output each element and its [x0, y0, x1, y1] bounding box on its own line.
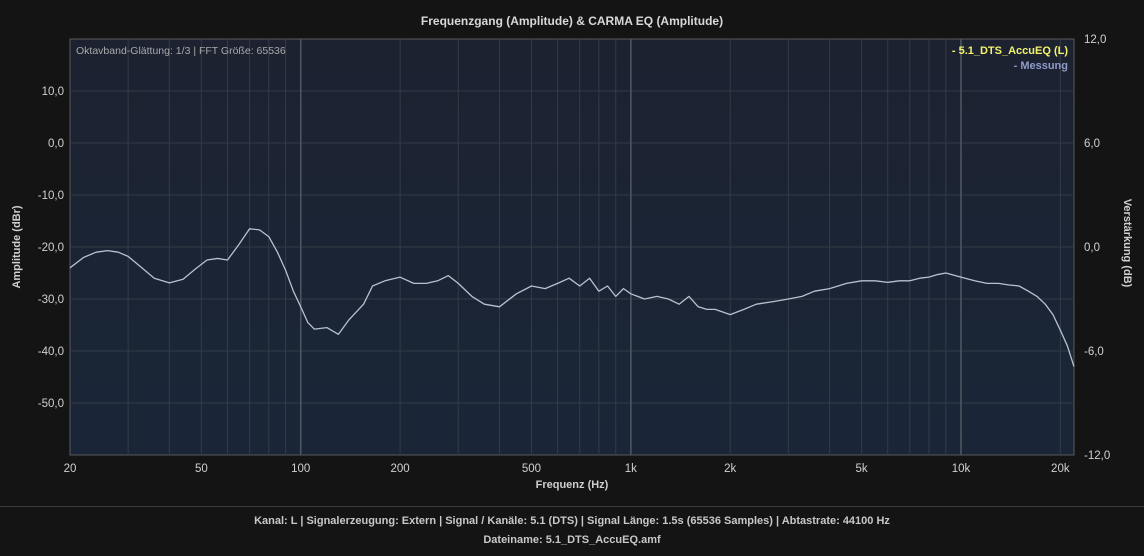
- x-tick-label: 100: [291, 463, 310, 475]
- x-tick-label: 20k: [1051, 463, 1070, 475]
- x-tick-label: 2k: [724, 463, 736, 475]
- legend-entry-messung: - Messung: [1014, 60, 1068, 72]
- y2-tick-label: -12,0: [1084, 450, 1110, 462]
- y-tick-label: -40,0: [38, 346, 64, 358]
- y-tick-label: -20,0: [38, 242, 64, 254]
- frequency-response-chart: 20 50 100 200 500 1k 2k 5k 10k 20k 10,0 0,0 -10,0 -2…: [11, 14, 1133, 491]
- y2-tick-label: 0,0: [1084, 242, 1100, 254]
- y-tick-label: -50,0: [38, 398, 64, 410]
- measurement-curve: [69, 228, 1075, 367]
- footer-info-line: Kanal: L | Signalerzeugung: Extern | Sig…: [254, 515, 890, 527]
- y2-tick-label: 6,0: [1084, 138, 1100, 150]
- x-tick-label: 1k: [625, 463, 637, 475]
- y-tick-label: 0,0: [48, 138, 64, 150]
- y-axis-label: Amplitude (dBr): [11, 205, 23, 288]
- info-text: Oktavband-Glättung: 1/3 | FFT Größe: 655…: [76, 45, 286, 57]
- legend-entry-eq: - 5.1_DTS_AccuEQ (L): [952, 45, 1068, 57]
- x-tick-label: 50: [195, 463, 208, 475]
- y-tick-label: -30,0: [38, 294, 64, 306]
- x-tick-label: 500: [522, 463, 541, 475]
- chart-title: Frequenzgang (Amplitude) & CARMA EQ (Amp…: [421, 14, 723, 28]
- footer-filename: Dateiname: 5.1_DTS_AccuEQ.amf: [483, 534, 661, 546]
- footer-divider: [0, 506, 1144, 507]
- x-tick-label: 5k: [856, 463, 868, 475]
- x-tick-label: 20: [64, 463, 77, 475]
- x-axis-label: Frequenz (Hz): [536, 479, 609, 491]
- x-tick-label: 10k: [952, 463, 971, 475]
- y2-tick-label: -6,0: [1084, 346, 1104, 358]
- y2-axis-label: Verstärkung (dB): [1121, 199, 1133, 288]
- x-tick-label: 200: [391, 463, 410, 475]
- y2-tick-label: 12,0: [1084, 34, 1106, 46]
- y-tick-label: 10,0: [42, 86, 64, 98]
- y-tick-label: -10,0: [38, 190, 64, 202]
